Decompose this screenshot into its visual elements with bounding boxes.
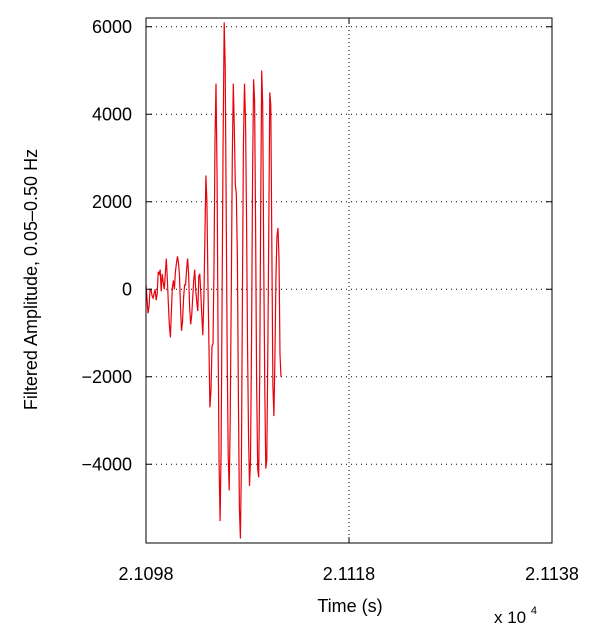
y-tick-label: −2000 xyxy=(81,367,132,387)
x-axis-multiplier-base: x 10 xyxy=(494,608,526,627)
y-tick-label: 4000 xyxy=(92,104,132,124)
y-tick-label: 0 xyxy=(122,279,132,299)
x-tick-label: 2.1138 xyxy=(525,564,579,584)
x-axis-multiplier-exponent: 4 xyxy=(531,605,537,617)
y-axis-label: Filtered Amplitude, 0.05–0.50 Hz xyxy=(21,149,41,410)
tick-labels: −4000−200002000400060002.10782.10982.111… xyxy=(81,17,579,584)
x-axis-label: Time (s) xyxy=(317,596,382,616)
y-tick-label: −4000 xyxy=(81,454,132,474)
axis-ticks xyxy=(145,18,553,543)
x-tick-label: 2.1098 xyxy=(118,564,173,584)
x-tick-label: 2.1118 xyxy=(323,564,375,584)
y-tick-label: 2000 xyxy=(92,192,132,212)
series-line xyxy=(145,22,282,539)
y-tick-label: 6000 xyxy=(92,17,132,37)
x-axis-multiplier: x 10 4 xyxy=(494,605,537,627)
